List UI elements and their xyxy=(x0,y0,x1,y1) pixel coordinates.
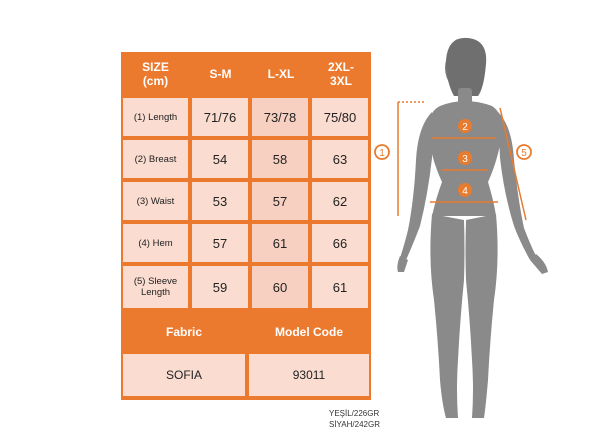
body-silhouette-figure: 1 2 3 4 5 xyxy=(374,37,548,418)
size-chart-table: SIZE (cm) S-M L-XL 2XL- 3XL (1) Length 7… xyxy=(121,52,371,400)
header-2xl-3xl: 2XL- 3XL xyxy=(311,52,371,96)
header-l-xl-text: L-XL xyxy=(267,67,295,81)
cell-value: 61 xyxy=(312,266,368,308)
model-code-label: Model Code xyxy=(275,325,343,339)
marker-1-badge: 1 xyxy=(374,144,390,160)
cell-value: 63 xyxy=(312,140,368,178)
cell-value: 71/76 xyxy=(192,98,248,136)
table-row-hem: (4) Hem 57 61 66 xyxy=(121,222,371,264)
cell-value: 60 xyxy=(252,266,308,308)
header-2xl-3xl-text: 2XL- 3XL xyxy=(327,60,354,88)
cell-value: 58 xyxy=(252,140,308,178)
row-label: (2) Breast xyxy=(123,140,188,178)
header-size: SIZE (cm) xyxy=(121,52,190,96)
header-l-xl: L-XL xyxy=(251,52,311,96)
cell-value: 53 xyxy=(192,182,248,220)
row-label: (3) Waist xyxy=(123,182,188,220)
fabric-model-values: SOFIA 93011 xyxy=(121,354,371,400)
header-size-text: SIZE (cm) xyxy=(142,60,169,88)
table-row-breast: (2) Breast 54 58 63 xyxy=(121,138,371,180)
cell-value: 57 xyxy=(252,182,308,220)
marker-5-text: 5 xyxy=(521,148,527,159)
table-row-length: (1) Length 71/76 73/78 75/80 xyxy=(121,96,371,138)
sleeve-measure xyxy=(499,107,527,221)
model-code-value: 93011 xyxy=(249,354,369,396)
weight-green: YEŞİL/226GR xyxy=(329,409,380,418)
table-header-row: SIZE (cm) S-M L-XL 2XL- 3XL xyxy=(121,52,371,96)
cell-value: 75/80 xyxy=(312,98,368,136)
cell-value: 54 xyxy=(192,140,248,178)
cell-value: 61 xyxy=(252,224,308,262)
fabric-label: Fabric xyxy=(165,325,202,339)
marker-4-badge: 4 xyxy=(458,183,472,197)
marker-2-badge: 2 xyxy=(458,119,472,133)
row-label: (4) Hem xyxy=(123,224,188,262)
fabric-model-header: Fabric Model Code xyxy=(121,310,371,354)
header-s-m: S-M xyxy=(190,52,251,96)
marker-5-badge: 5 xyxy=(516,144,532,160)
table-row-waist: (3) Waist 53 57 62 xyxy=(121,180,371,222)
marker-4-text: 4 xyxy=(462,186,468,197)
row-label: (1) Length xyxy=(123,98,188,136)
length-measure xyxy=(397,101,426,216)
fabric-value: SOFIA xyxy=(123,354,245,396)
weight-black: SİYAH/242GR xyxy=(329,420,380,429)
cell-value: 59 xyxy=(192,266,248,308)
table-row-sleeve-length: (5) Sleeve Length 59 60 61 xyxy=(121,264,371,310)
marker-1-text: 1 xyxy=(379,148,385,159)
silhouette-icon xyxy=(397,37,548,418)
row-label: (5) Sleeve Length xyxy=(123,266,188,308)
cell-value: 73/78 xyxy=(252,98,308,136)
cell-value: 62 xyxy=(312,182,368,220)
cell-value: 57 xyxy=(192,224,248,262)
marker-2-text: 2 xyxy=(462,122,468,133)
cell-value: 66 xyxy=(312,224,368,262)
header-s-m-text: S-M xyxy=(209,67,232,81)
marker-3-text: 3 xyxy=(462,154,468,165)
marker-3-badge: 3 xyxy=(458,151,472,165)
weights-note: YEŞİL/226GR SİYAH/242GR xyxy=(329,408,380,430)
